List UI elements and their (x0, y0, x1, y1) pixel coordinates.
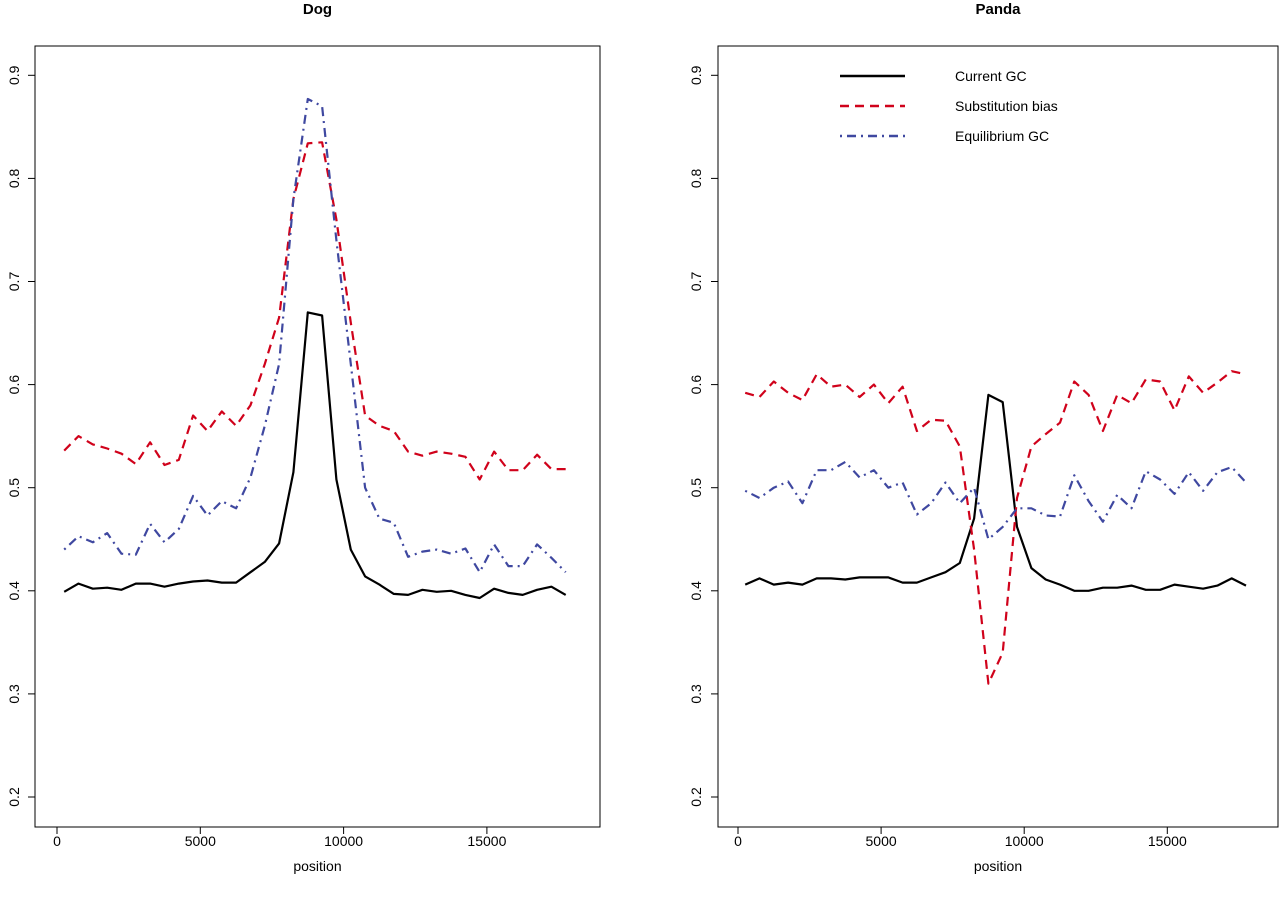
dog-panel: Dog position 0 5000 10000 15000 0.2 0.3 0.4 0.5 0.… (6, 1, 601, 874)
y-tick-label: 0.4 (6, 581, 22, 601)
legend-label: Substitution bias (955, 98, 1058, 114)
legend: Current GC Substitution bias Equilibrium G… (840, 68, 1058, 144)
x-tick-label: 10000 (1005, 833, 1044, 849)
panda-panel: Panda position 0 5000 10000 15000 0.2 0.3 0.4 0.5… (688, 1, 1279, 874)
chart-title: Dog (303, 1, 332, 18)
y-tick-label: 0.3 (688, 684, 704, 704)
series-line-equilibrium-gc (63, 97, 567, 574)
y-tick-label: 0.5 (688, 478, 704, 498)
y-tick-label: 0.6 (688, 375, 704, 395)
x-tick-label: 15000 (467, 833, 506, 849)
y-tick-label: 0.9 (6, 65, 22, 85)
x-axis-label: position (974, 858, 1022, 874)
x-tick-label: 5000 (866, 833, 897, 849)
series-line-substitution-bias (744, 370, 1247, 685)
plot-frame (34, 45, 601, 828)
y-tick-label: 0.5 (6, 478, 22, 498)
y-tick-label: 0.7 (6, 272, 22, 292)
plot-frame (717, 45, 1279, 828)
y-tick-label: 0.2 (688, 787, 704, 807)
chart-title: Panda (975, 1, 1021, 18)
y-tick-label: 0.8 (6, 168, 22, 188)
y-tick-label: 0.8 (688, 168, 704, 188)
legend-label: Equilibrium GC (955, 128, 1049, 144)
legend-label: Current GC (955, 68, 1027, 84)
series-line-substitution-bias (63, 141, 566, 481)
y-tick-label: 0.2 (6, 787, 22, 807)
y-tick-label: 0.7 (688, 272, 704, 292)
x-tick-label: 0 (53, 833, 61, 849)
y-tick-label: 0.6 (6, 375, 22, 395)
y-tick-label: 0.9 (688, 65, 704, 85)
x-tick-label: 0 (734, 833, 742, 849)
x-tick-label: 10000 (324, 833, 363, 849)
series-line-current-gc (63, 311, 567, 600)
series-line-equilibrium-gc (744, 460, 1247, 541)
x-axis-label: position (293, 858, 341, 874)
y-tick-label: 0.4 (688, 581, 704, 601)
series-line-current-gc (744, 393, 1247, 592)
x-tick-label: 15000 (1148, 833, 1187, 849)
x-tick-label: 5000 (185, 833, 216, 849)
y-tick-label: 0.3 (6, 684, 22, 704)
